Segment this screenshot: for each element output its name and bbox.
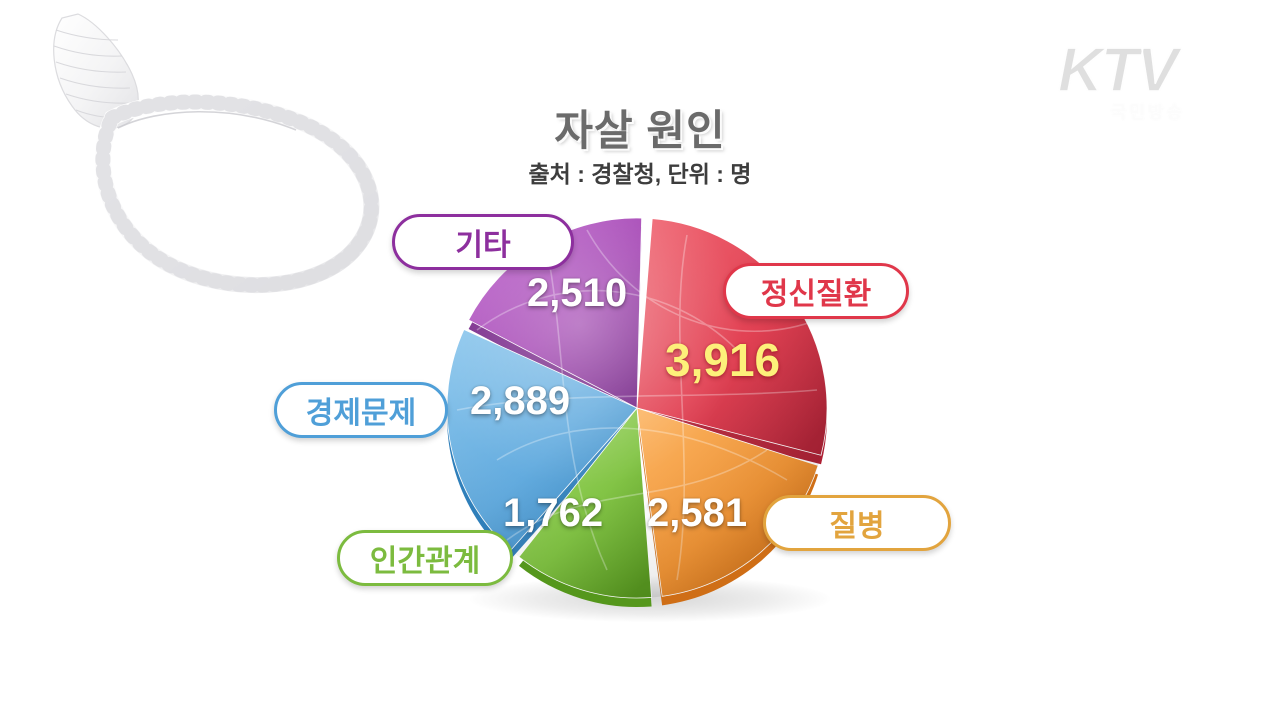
slice-value-disease: 2,581	[647, 491, 748, 535]
pie-label-economic-problem[interactable]: 경제문제	[274, 382, 448, 438]
pie-label-relationships[interactable]: 인간관계	[337, 530, 513, 586]
slice-value-economic-problem: 2,889	[470, 379, 571, 423]
pie-label-other[interactable]: 기타	[392, 214, 574, 270]
ktv-logo-text: KTV	[1057, 36, 1179, 105]
pie-label-disease[interactable]: 질병	[763, 495, 951, 551]
slice-value-other: 2,510	[527, 271, 628, 315]
pie-label-mental-illness[interactable]: 정신질환	[723, 263, 909, 319]
chart-title: 자살 원인	[554, 107, 726, 154]
chart-subtitle: 출처 : 경찰청, 단위 : 명	[528, 161, 752, 187]
slice-value-relationships: 1,762	[503, 491, 604, 535]
slice-value-mental-illness: 3,916	[665, 334, 781, 386]
